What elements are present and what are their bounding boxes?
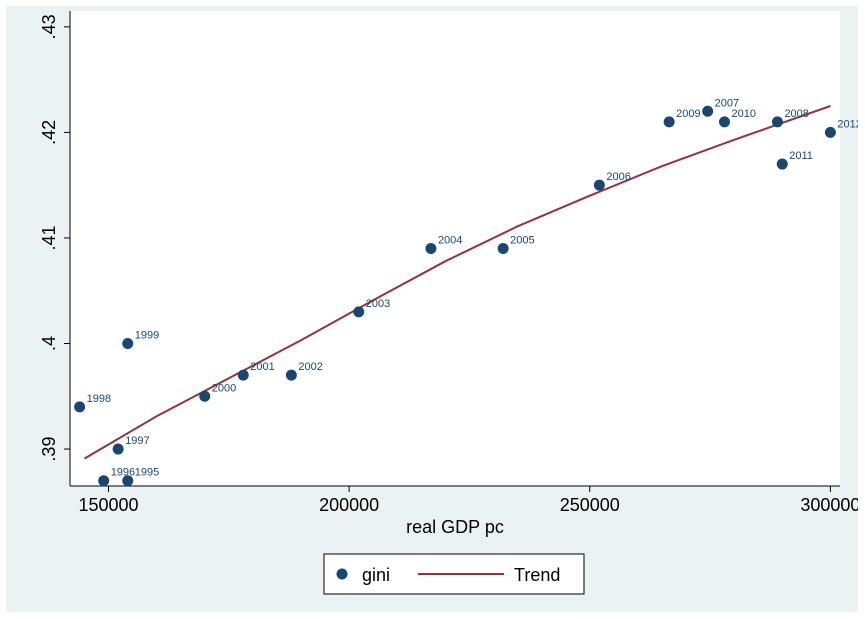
point-label: 2001 — [250, 361, 274, 373]
point-label: 2002 — [298, 361, 322, 373]
x-axis: 150000 200000 250000 300000 — [70, 485, 860, 515]
point-label: 1995 — [135, 467, 159, 479]
y-tick-label: .41 — [39, 225, 59, 250]
point-label: 2004 — [438, 235, 462, 247]
gini-point — [771, 116, 783, 128]
gini-point — [593, 179, 605, 191]
point-label: 2006 — [606, 171, 630, 183]
y-tick-label: .4 — [39, 336, 59, 351]
gini-point — [98, 475, 110, 487]
legend-gini-marker — [336, 568, 348, 580]
point-label: 2010 — [732, 108, 756, 120]
y-tick-label: .42 — [39, 120, 59, 145]
point-label: 1999 — [135, 330, 159, 342]
gini-point — [663, 116, 675, 128]
chart-frame: .39.4.41.42.43 150000 200000 250000 300000 … — [6, 6, 862, 612]
plot-area — [70, 11, 840, 486]
gini-point — [719, 116, 730, 128]
gini-point — [702, 105, 714, 117]
point-label: 2007 — [715, 97, 739, 109]
x-tick-label: 150000 — [78, 495, 138, 515]
point-label: 2012 — [837, 118, 858, 130]
point-label: 2011 — [789, 150, 813, 162]
point-label: 1996 — [111, 467, 135, 479]
legend-gini-label: gini — [362, 565, 390, 585]
point-label: 1997 — [125, 435, 149, 447]
legend: gini Trend — [323, 553, 585, 595]
x-tick-label: 300000 — [800, 495, 858, 515]
x-axis-title: real GDP pc — [406, 517, 504, 537]
y-tick-label: .39 — [39, 437, 59, 462]
gini-point — [776, 158, 788, 170]
gini-point — [425, 243, 437, 254]
gini-point — [824, 126, 836, 138]
point-label: 2000 — [212, 382, 236, 394]
gini-point — [353, 306, 365, 318]
gini-point — [497, 243, 509, 254]
x-tick-label: 200000 — [319, 495, 379, 515]
y-tick-label: .43 — [39, 14, 59, 39]
y-axis: .39 .4 .41 .42 .43 — [39, 11, 71, 486]
x-tick-label: 250000 — [560, 495, 620, 515]
gini-point — [74, 401, 86, 413]
point-label: 2009 — [676, 108, 700, 120]
gini-point — [122, 338, 134, 349]
gini-point — [237, 369, 249, 381]
point-label: 2005 — [510, 235, 534, 247]
gini-point — [285, 369, 297, 381]
gini-point — [199, 390, 211, 402]
point-label: 1998 — [87, 393, 111, 405]
legend-trend-label: Trend — [514, 565, 560, 585]
gini-point — [112, 443, 124, 455]
chart-svg: .39.4.41.42.43 150000 200000 250000 300000 … — [39, 11, 862, 595]
point-label: 2008 — [784, 108, 808, 120]
point-label: 2003 — [366, 298, 390, 310]
gini-point — [122, 475, 134, 487]
